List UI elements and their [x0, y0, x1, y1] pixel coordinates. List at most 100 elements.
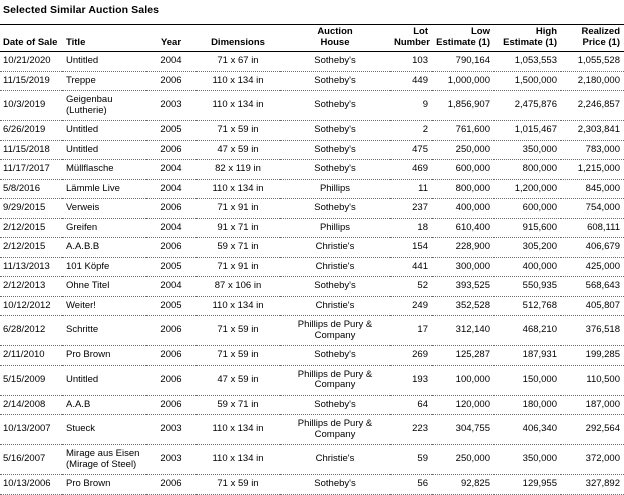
cell-realized: 110,500	[561, 365, 624, 396]
cell-lot: 103	[390, 51, 432, 72]
cell-lot: 449	[390, 71, 432, 91]
cell-realized: 754,000	[561, 198, 624, 219]
table-row: 10/3/2019 Geigenbau (Lutherie) 2003 110 x 1…	[0, 90, 624, 121]
cell-dims: 110 x 134 in	[196, 414, 280, 445]
cell-lot: 11	[390, 179, 432, 199]
cell-year: 2004	[146, 218, 196, 238]
cell-lot: 17	[390, 315, 432, 346]
cell-date: 2/12/2015	[0, 218, 62, 238]
cell-lot: 269	[390, 345, 432, 366]
cell-dims: 71 x 59 in	[196, 345, 280, 366]
cell-high: 468,210	[494, 315, 561, 346]
cell-low: 92,825	[432, 474, 494, 495]
table-row: 10/13/2006 Pro Brown 2006 71 x 59 in Sotheby…	[0, 474, 624, 495]
cell-dims: 91 x 71 in	[196, 218, 280, 238]
cell-year: 2005	[146, 120, 196, 141]
cell-high: 800,000	[494, 159, 561, 180]
cell-title: 101 Köpfe	[62, 257, 146, 277]
column-header-lot: Lot Number	[390, 24, 432, 52]
cell-house: Sotheby's	[280, 395, 390, 415]
cell-lot: 469	[390, 159, 432, 180]
cell-low: 312,140	[432, 315, 494, 346]
cell-title: Stueck	[62, 414, 146, 445]
column-header-dims: Dimensions	[196, 24, 280, 52]
cell-realized: 292,564	[561, 414, 624, 445]
cell-lot: 56	[390, 474, 432, 495]
cell-lot: 9	[390, 90, 432, 121]
cell-low: 120,000	[432, 395, 494, 415]
cell-title: Verweis	[62, 198, 146, 219]
cell-high: 600,000	[494, 198, 561, 219]
cell-dims: 71 x 59 in	[196, 474, 280, 495]
cell-dims: 47 x 59 in	[196, 140, 280, 160]
cell-title: Schritte	[62, 315, 146, 346]
cell-date: 10/13/2007	[0, 414, 62, 445]
cell-low: 250,000	[432, 140, 494, 160]
table-row: 11/15/2019 Treppe 2006 110 x 134 in Sotheby'…	[0, 71, 624, 91]
cell-realized: 845,000	[561, 179, 624, 199]
cell-year: 2005	[146, 257, 196, 277]
cell-title: Untitled	[62, 365, 146, 396]
cell-low: 304,755	[432, 414, 494, 445]
cell-house: Phillips de Pury & Company	[280, 315, 390, 346]
cell-house: Phillips	[280, 179, 390, 199]
cell-date: 9/29/2015	[0, 198, 62, 219]
cell-year: 2006	[146, 71, 196, 91]
cell-title: Lämmle Live	[62, 179, 146, 199]
cell-house: Sotheby's	[280, 71, 390, 91]
cell-house: Phillips de Pury & Company	[280, 414, 390, 445]
table-row: 6/28/2012 Schritte 2006 71 x 59 in Phillips …	[0, 315, 624, 346]
cell-low: 761,600	[432, 120, 494, 141]
cell-date: 6/26/2019	[0, 120, 62, 141]
column-header-title: Title	[62, 24, 146, 52]
cell-realized: 372,000	[561, 444, 624, 475]
cell-title: Untitled	[62, 120, 146, 141]
cell-house: Christie's	[280, 444, 390, 475]
cell-realized: 405,807	[561, 296, 624, 316]
cell-high: 129,955	[494, 474, 561, 495]
cell-house: Sotheby's	[280, 276, 390, 297]
cell-dims: 59 x 71 in	[196, 237, 280, 258]
cell-low: 400,000	[432, 198, 494, 219]
cell-high: 400,000	[494, 257, 561, 277]
cell-high: 1,015,467	[494, 120, 561, 141]
cell-realized: 2,303,841	[561, 120, 624, 141]
cell-title: Untitled	[62, 51, 146, 72]
cell-realized: 568,643	[561, 276, 624, 297]
cell-date: 10/3/2019	[0, 90, 62, 121]
cell-house: Sotheby's	[280, 51, 390, 72]
cell-low: 125,287	[432, 345, 494, 366]
table-row: 10/13/2007 Stueck 2003 110 x 134 in Phillips…	[0, 414, 624, 445]
cell-high: 1,500,000	[494, 71, 561, 91]
cell-high: 150,000	[494, 365, 561, 396]
table-row: 11/17/2017 Müllflasche 2004 82 x 119 in Soth…	[0, 159, 624, 180]
cell-high: 512,768	[494, 296, 561, 316]
cell-lot: 18	[390, 218, 432, 238]
cell-title: Müllflasche	[62, 159, 146, 180]
cell-realized: 406,679	[561, 237, 624, 258]
column-header-year: Year	[146, 24, 196, 52]
column-header-high: High Estimate (1)	[494, 24, 561, 52]
cell-realized: 376,518	[561, 315, 624, 346]
cell-year: 2006	[146, 345, 196, 366]
cell-lot: 59	[390, 444, 432, 475]
table-row: 9/29/2015 Verweis 2006 71 x 91 in Sotheby's 2…	[0, 198, 624, 219]
table-row: 6/26/2019 Untitled 2005 71 x 59 in Sotheby's…	[0, 120, 624, 141]
cell-realized: 327,892	[561, 474, 624, 495]
cell-high: 180,000	[494, 395, 561, 415]
table-row: 2/14/2008 A.A.B 2006 59 x 71 in Sotheby's 64 1…	[0, 395, 624, 415]
table-header: Date of Sale Title Year Dimensions Auction Ho…	[0, 24, 624, 52]
cell-house: Sotheby's	[280, 474, 390, 495]
table-row: 2/12/2015 A.A.B.B 2006 59 x 71 in Christie's…	[0, 237, 624, 258]
column-header-low: Low Estimate (1)	[432, 24, 494, 52]
cell-date: 5/8/2016	[0, 179, 62, 199]
cell-year: 2004	[146, 179, 196, 199]
cell-title: Ohne Titel	[62, 276, 146, 297]
cell-year: 2004	[146, 159, 196, 180]
cell-house: Phillips de Pury & Company	[280, 365, 390, 396]
cell-lot: 475	[390, 140, 432, 160]
cell-dims: 47 x 59 in	[196, 365, 280, 396]
cell-title: A.A.B	[62, 395, 146, 415]
cell-date: 2/12/2013	[0, 276, 62, 297]
table-row: 2/12/2013 Ohne Titel 2004 87 x 106 in Sotheb…	[0, 276, 624, 297]
